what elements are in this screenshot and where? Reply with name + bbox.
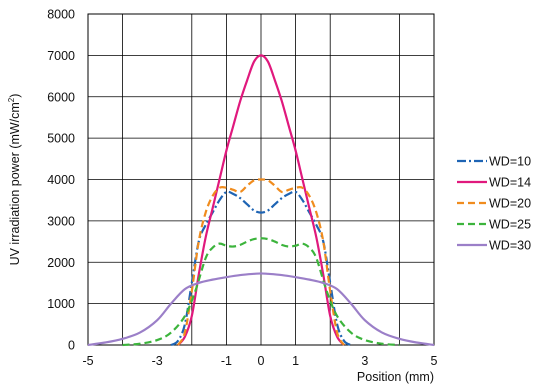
legend-label: WD=30 xyxy=(489,239,531,253)
y-tick-label: 0 xyxy=(68,339,75,353)
y-axis-label-close: ) xyxy=(8,94,22,98)
y-tick-label: 7000 xyxy=(47,49,75,63)
x-tick-label: 0 xyxy=(258,354,265,368)
plot-area-frame xyxy=(87,13,435,346)
y-tick-label: 4000 xyxy=(47,173,75,187)
y-tick-label: 5000 xyxy=(47,132,75,146)
y-tick-label: 8000 xyxy=(47,8,75,22)
legend-label: WD=20 xyxy=(489,197,531,211)
x-tick-label: -5 xyxy=(82,354,93,368)
y-axis-label-superscript: 2 xyxy=(7,97,16,102)
y-tick-label: 3000 xyxy=(47,214,75,228)
legend-label: WD=14 xyxy=(489,176,531,190)
y-axis-label-main: UV irradiation power (mW/cm xyxy=(8,102,22,265)
x-tick-label: 3 xyxy=(361,354,368,368)
y-tick-label: 2000 xyxy=(47,256,75,270)
x-tick-label: -3 xyxy=(152,354,163,368)
x-tick-label: 5 xyxy=(431,354,438,368)
y-axis-label: UV irradiation power (mW/cm2) xyxy=(7,94,22,266)
y-tick-label: 6000 xyxy=(47,90,75,104)
x-tick-label: -1 xyxy=(221,354,232,368)
x-axis-label: Position (mm) xyxy=(357,370,434,384)
series-line-wd20 xyxy=(176,178,346,346)
y-axis-ticks: 0 1000 2000 3000 4000 5000 6000 7000 8000 xyxy=(47,8,75,353)
legend-label: WD=10 xyxy=(489,155,531,169)
series-lines xyxy=(87,54,435,347)
legend: WD=10 WD=14 WD=20 WD=25 WD=30 xyxy=(457,155,531,253)
series-line-wd30 xyxy=(87,272,435,347)
series-line-wd10 xyxy=(170,190,352,347)
x-axis-ticks: -5 -3 -1 0 1 3 5 xyxy=(82,354,437,368)
legend-label: WD=25 xyxy=(489,218,531,232)
y-tick-label: 1000 xyxy=(47,297,75,311)
series-line-wd14 xyxy=(177,54,345,346)
series-line-wd25 xyxy=(122,237,400,347)
x-tick-label: 1 xyxy=(292,354,299,368)
